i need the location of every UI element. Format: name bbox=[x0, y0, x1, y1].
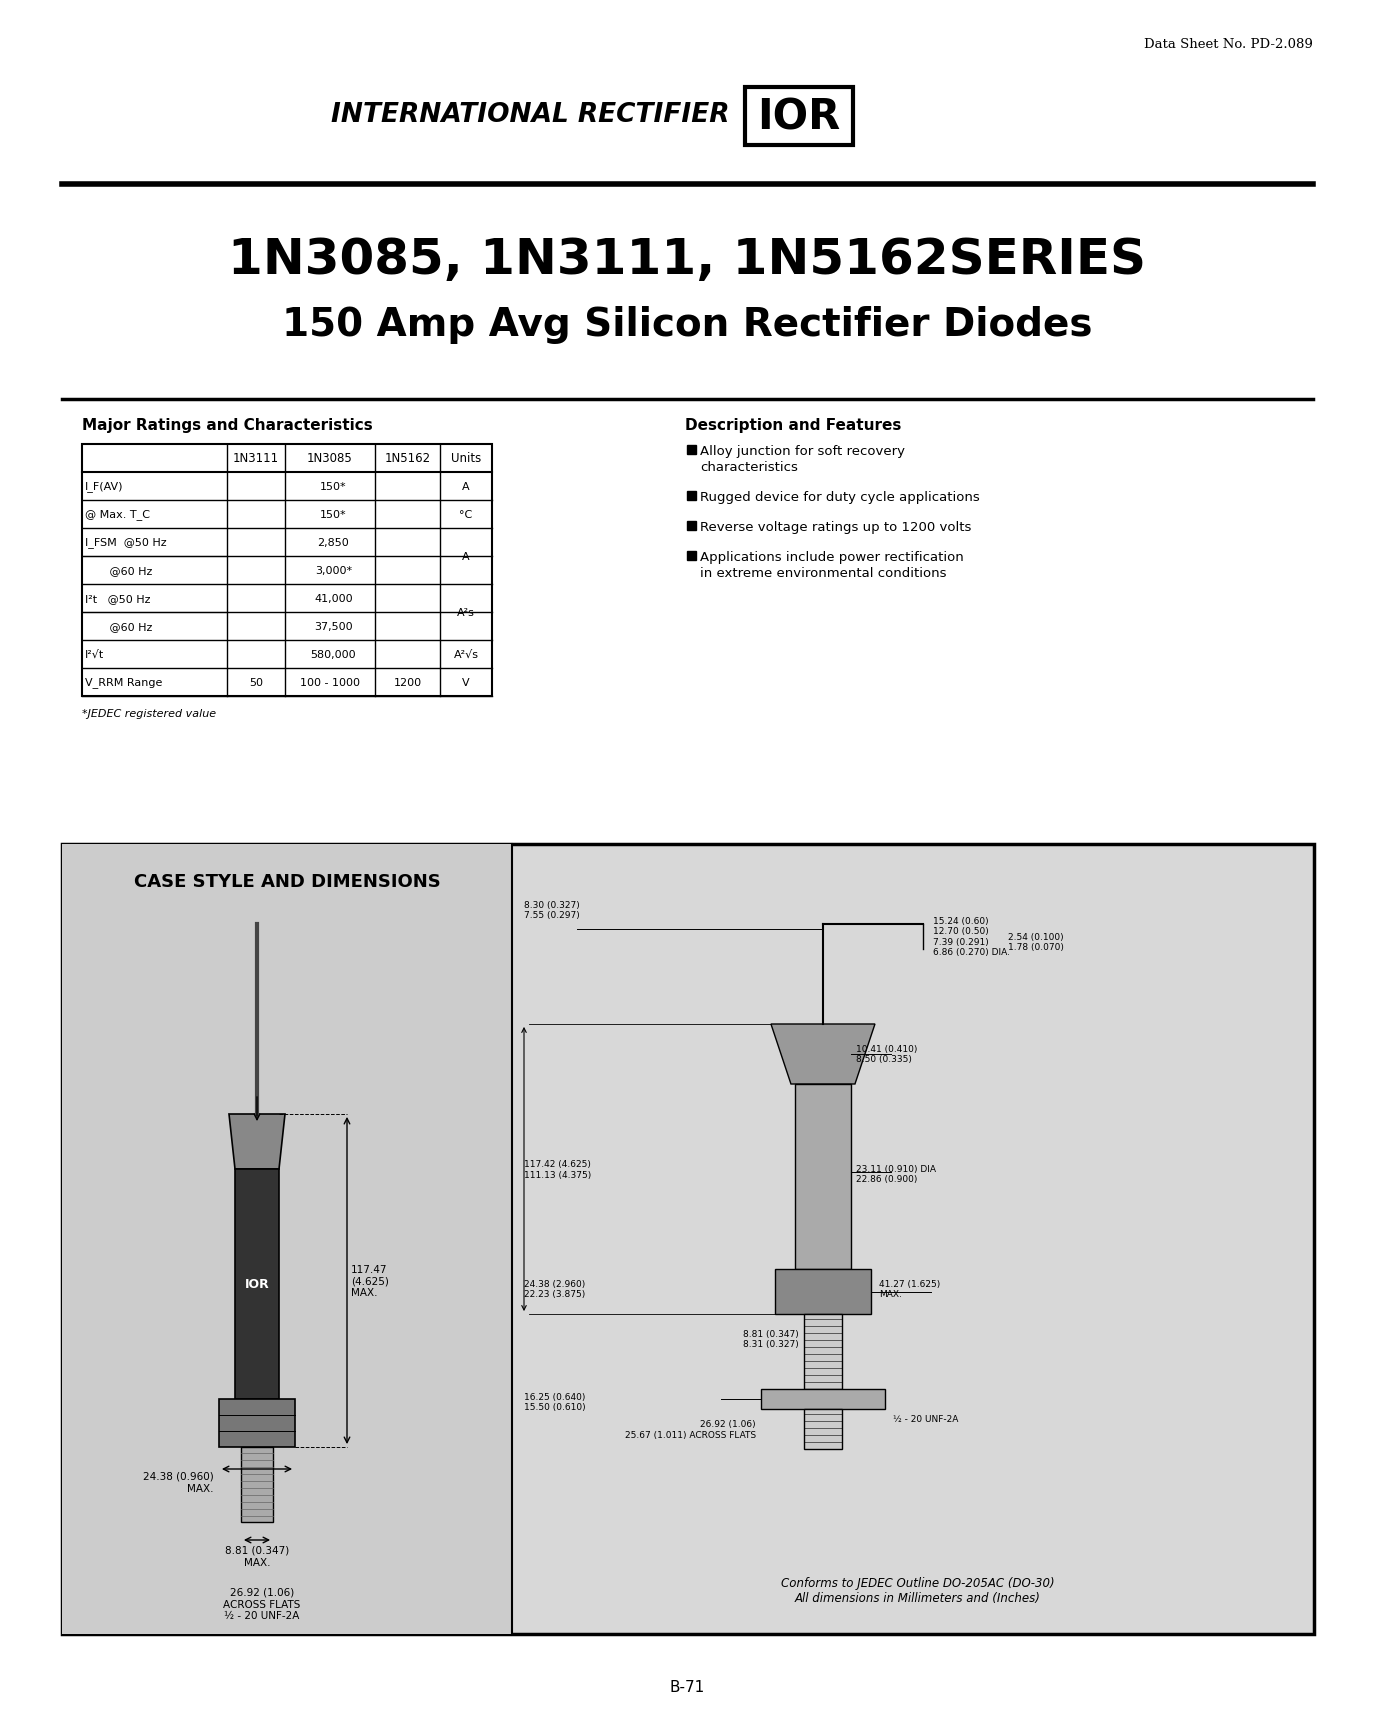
Text: 117.47
(4.625)
MAX.: 117.47 (4.625) MAX. bbox=[351, 1265, 389, 1297]
Text: 580,000: 580,000 bbox=[311, 650, 356, 660]
Text: I²√t: I²√t bbox=[85, 650, 104, 660]
Text: 10.41 (0.410)
8.50 (0.335): 10.41 (0.410) 8.50 (0.335) bbox=[857, 1044, 917, 1064]
Text: 15.24 (0.60)
12.70 (0.50)
7.39 (0.291)
6.86 (0.270) DIA.: 15.24 (0.60) 12.70 (0.50) 7.39 (0.291) 6… bbox=[934, 917, 1011, 956]
Polygon shape bbox=[804, 1315, 842, 1388]
Text: 1N3111: 1N3111 bbox=[232, 452, 279, 464]
Polygon shape bbox=[230, 1114, 285, 1169]
Text: INTERNATIONAL RECTIFIER: INTERNATIONAL RECTIFIER bbox=[331, 101, 730, 129]
Text: A: A bbox=[462, 552, 470, 562]
Text: I_FSM  @50 Hz: I_FSM @50 Hz bbox=[85, 536, 166, 548]
Text: 41.27 (1.625)
MAX.: 41.27 (1.625) MAX. bbox=[879, 1279, 940, 1299]
Text: 1N5162: 1N5162 bbox=[385, 452, 430, 464]
Text: 16.25 (0.640)
15.50 (0.610): 16.25 (0.640) 15.50 (0.610) bbox=[524, 1392, 586, 1412]
Polygon shape bbox=[771, 1025, 874, 1085]
Text: Description and Features: Description and Features bbox=[685, 418, 902, 432]
Text: ½ - 20 UNF-2A: ½ - 20 UNF-2A bbox=[892, 1414, 958, 1423]
Text: 1N3085, 1N3111, 1N5162SERIES: 1N3085, 1N3111, 1N5162SERIES bbox=[228, 237, 1145, 285]
Text: 23.11 (0.910) DIA
22.86 (0.900): 23.11 (0.910) DIA 22.86 (0.900) bbox=[857, 1164, 936, 1184]
Text: I_F(AV): I_F(AV) bbox=[85, 482, 124, 492]
Text: Rugged device for duty cycle applications: Rugged device for duty cycle application… bbox=[700, 490, 980, 504]
Text: Alloy junction for soft recovery: Alloy junction for soft recovery bbox=[700, 444, 905, 458]
Text: @60 Hz: @60 Hz bbox=[85, 566, 153, 576]
Text: 26.92 (1.06)
25.67 (1.011) ACROSS FLATS: 26.92 (1.06) 25.67 (1.011) ACROSS FLATS bbox=[624, 1419, 756, 1438]
Polygon shape bbox=[235, 1169, 279, 1399]
Text: 24.38 (2.960)
22.23 (3.875): 24.38 (2.960) 22.23 (3.875) bbox=[524, 1279, 586, 1299]
Polygon shape bbox=[804, 1409, 842, 1448]
Text: 150*: 150* bbox=[320, 482, 346, 492]
Text: 37,500: 37,500 bbox=[314, 622, 353, 632]
Text: 24.38 (0.960)
MAX.: 24.38 (0.960) MAX. bbox=[143, 1471, 214, 1493]
Bar bbox=[688, 446, 696, 454]
Text: Reverse voltage ratings up to 1200 volts: Reverse voltage ratings up to 1200 volts bbox=[700, 521, 971, 533]
Text: 8.81 (0.347)
MAX.: 8.81 (0.347) MAX. bbox=[226, 1544, 289, 1567]
Text: Data Sheet No. PD-2.089: Data Sheet No. PD-2.089 bbox=[1144, 38, 1313, 51]
Text: 2.54 (0.100)
1.78 (0.070): 2.54 (0.100) 1.78 (0.070) bbox=[1008, 932, 1064, 951]
Text: 26.92 (1.06)
ACROSS FLATS
½ - 20 UNF-2A: 26.92 (1.06) ACROSS FLATS ½ - 20 UNF-2A bbox=[223, 1587, 301, 1620]
Text: I²t   @50 Hz: I²t @50 Hz bbox=[85, 593, 150, 603]
Polygon shape bbox=[241, 1447, 274, 1522]
Text: @60 Hz: @60 Hz bbox=[85, 622, 153, 632]
Text: Major Ratings and Characteristics: Major Ratings and Characteristics bbox=[82, 418, 373, 432]
Polygon shape bbox=[219, 1399, 296, 1447]
Text: 8.30 (0.327)
7.55 (0.297): 8.30 (0.327) 7.55 (0.297) bbox=[524, 900, 580, 919]
Text: V: V bbox=[462, 677, 470, 687]
Text: *JEDEC registered value: *JEDEC registered value bbox=[82, 708, 216, 718]
Text: A²√s: A²√s bbox=[454, 650, 478, 660]
Text: A²s: A²s bbox=[456, 608, 474, 617]
Bar bbox=[745, 87, 852, 146]
Text: 100 - 1000: 100 - 1000 bbox=[300, 677, 360, 687]
Text: in extreme environmental conditions: in extreme environmental conditions bbox=[700, 567, 946, 579]
Bar bbox=[62, 845, 1314, 1633]
Text: Units: Units bbox=[451, 452, 481, 464]
Text: 2,850: 2,850 bbox=[318, 538, 349, 548]
Polygon shape bbox=[760, 1388, 886, 1409]
Bar bbox=[688, 552, 696, 560]
Text: 150*: 150* bbox=[320, 509, 346, 519]
Text: 150 Amp Avg Silicon Rectifier Diodes: 150 Amp Avg Silicon Rectifier Diodes bbox=[282, 305, 1092, 345]
Text: 50: 50 bbox=[249, 677, 263, 687]
Text: 8.81 (0.347)
8.31 (0.327): 8.81 (0.347) 8.31 (0.327) bbox=[744, 1330, 799, 1349]
Text: CASE STYLE AND DIMENSIONS: CASE STYLE AND DIMENSIONS bbox=[133, 872, 440, 891]
Bar bbox=[688, 492, 696, 500]
Text: IOR: IOR bbox=[245, 1277, 270, 1291]
Polygon shape bbox=[795, 1085, 851, 1270]
Text: A: A bbox=[462, 482, 470, 492]
Text: 3,000*: 3,000* bbox=[315, 566, 352, 576]
Text: °C: °C bbox=[459, 509, 473, 519]
Bar bbox=[82, 444, 492, 696]
Text: @ Max. T_C: @ Max. T_C bbox=[85, 509, 150, 519]
Text: 117.42 (4.625)
111.13 (4.375): 117.42 (4.625) 111.13 (4.375) bbox=[524, 1160, 591, 1179]
Polygon shape bbox=[775, 1270, 870, 1315]
Text: V_RRM Range: V_RRM Range bbox=[85, 677, 162, 687]
Text: 41,000: 41,000 bbox=[314, 593, 353, 603]
Bar bbox=[62, 845, 512, 1633]
Text: Conforms to JEDEC Outline DO-205AC (DO-30)
All dimensions in Millimeters and (In: Conforms to JEDEC Outline DO-205AC (DO-3… bbox=[781, 1577, 1055, 1604]
Text: B-71: B-71 bbox=[670, 1680, 704, 1693]
Text: 1N3085: 1N3085 bbox=[307, 452, 353, 464]
Text: 1200: 1200 bbox=[393, 677, 422, 687]
Text: Applications include power rectification: Applications include power rectification bbox=[700, 550, 964, 564]
Text: IOR: IOR bbox=[758, 96, 840, 137]
Text: characteristics: characteristics bbox=[700, 461, 797, 473]
Bar bbox=[688, 521, 696, 531]
